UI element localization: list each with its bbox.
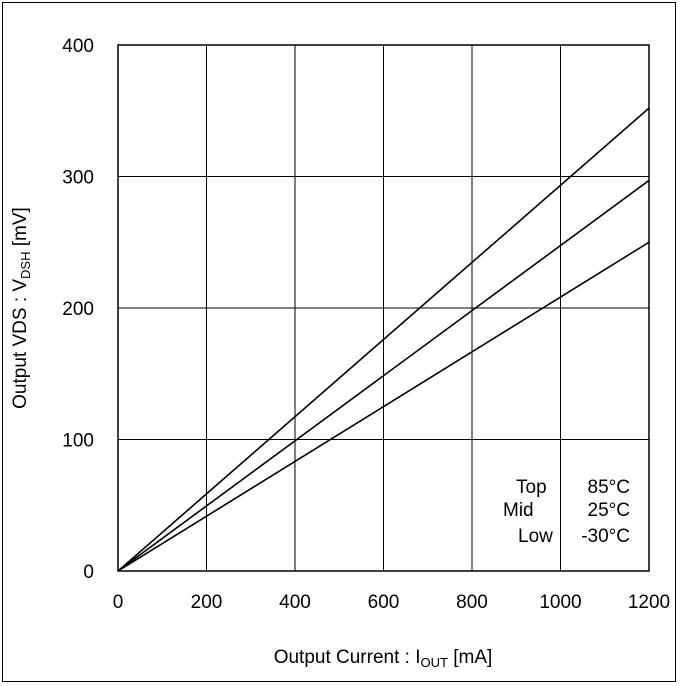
series-line-2 (117, 241, 650, 572)
y-tick-label: 300 (62, 168, 94, 189)
legend-low-temp: -30°C (581, 526, 630, 547)
legend: Top 85°C Mid 25°C Low -30°C (503, 477, 630, 547)
y-axis-label: Output VDS : VDSH [mV] (10, 207, 33, 409)
x-tick-label: 0 (113, 592, 124, 613)
legend-top-label: Top (516, 477, 547, 498)
y-tick-label: 200 (62, 299, 94, 320)
y-tick-label: 100 (62, 431, 94, 452)
legend-low-label: Low (518, 526, 553, 547)
x-tick-label: 800 (456, 592, 488, 613)
series-line-0 (117, 107, 650, 572)
plot-area-border (117, 44, 650, 572)
legend-top-temp: 85°C (588, 477, 630, 498)
legend-mid-temp: 25°C (588, 500, 630, 521)
y-tick-label: 0 (83, 562, 94, 583)
legend-mid-label: Mid (503, 500, 534, 521)
series-line-1 (117, 179, 650, 572)
grid (118, 45, 649, 571)
x-tick-label: 1200 (628, 592, 670, 613)
x-tick-label: 1000 (539, 592, 581, 613)
series-lines (117, 107, 650, 572)
x-tick-label: 600 (368, 592, 400, 613)
x-tick-labels: 0 200 400 600 800 1000 1200 (113, 592, 670, 613)
y-tick-label: 400 (62, 36, 94, 57)
y-tick-labels: 0 100 200 300 400 (62, 36, 94, 583)
x-tick-label: 200 (191, 592, 223, 613)
x-tick-label: 400 (279, 592, 311, 613)
x-axis-label: Output Current : IOUT [mA] (274, 647, 493, 670)
